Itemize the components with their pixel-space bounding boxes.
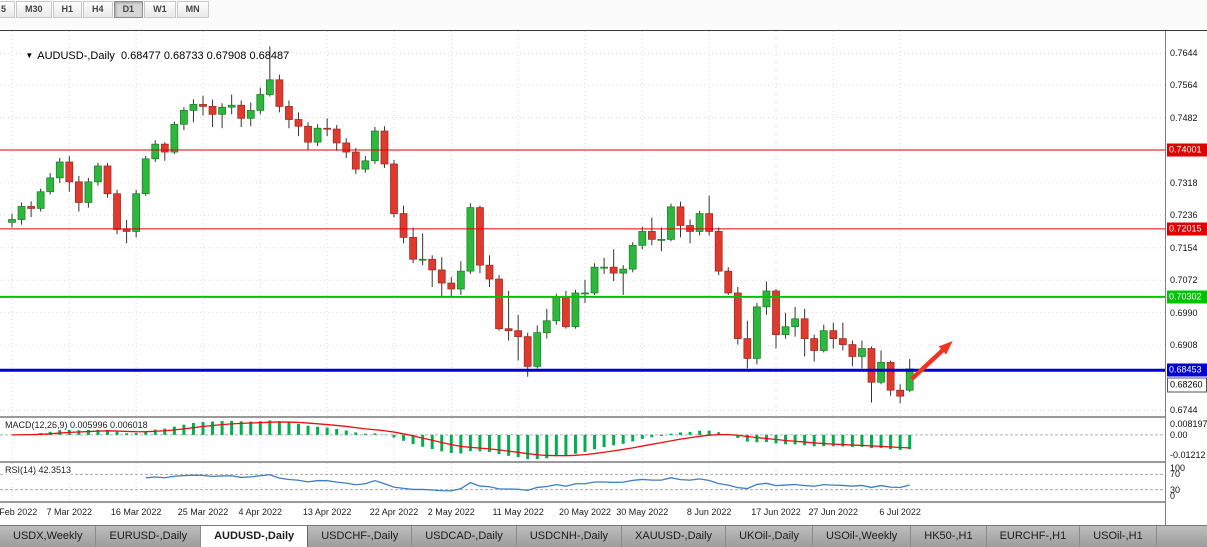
panel-splitter[interactable] [0, 416, 1207, 418]
date-tick: 22 Apr 2022 [369, 507, 419, 517]
candlestick-chart[interactable] [0, 31, 1165, 416]
price-tick: 0.7236 [1170, 210, 1198, 221]
price-level-badge: 0.70302 [1167, 290, 1207, 304]
chart-title: ▼ AUDUSD-,Daily 0.68477 0.68733 0.67908 0… [7, 38, 289, 74]
macd-panel[interactable] [0, 418, 1165, 460]
macd-axis-tick: 0.008197 [1170, 419, 1207, 429]
date-tick: 8 Jun 2022 [686, 507, 732, 517]
price-tick: 0.7072 [1170, 275, 1198, 286]
chart-window: ▼ AUDUSD-,Daily 0.68477 0.68733 0.67908 0… [0, 30, 1207, 526]
price-tick: 0.7482 [1170, 112, 1198, 123]
price-level-badge: 0.74001 [1167, 143, 1207, 157]
date-tick: 25 Feb 2022 [0, 507, 38, 517]
panel-splitter[interactable] [0, 461, 1207, 463]
date-tick: 2 May 2022 [427, 507, 475, 517]
period-button-mn[interactable]: MN [176, 1, 209, 18]
macd-axis-tick: 0.00 [1170, 429, 1188, 440]
chart-tab-ukoil-daily[interactable]: UKOil-,Daily [726, 526, 813, 547]
chart-tab-hk50-h1[interactable]: HK50-,H1 [911, 526, 987, 547]
timeframe-buttons: 5 M30 H1 H4 D1 W1 MN [0, 0, 1207, 18]
period-button-m30[interactable]: M30 [16, 1, 52, 18]
macd-axis-tick: -0.01212 [1170, 450, 1206, 460]
price-tick: 0.7564 [1170, 79, 1198, 90]
price-level-badge: 0.68453 [1167, 363, 1207, 377]
chart-tab-bar: USDX,Weekly EURUSD-,Daily AUDUSD-,Daily USD… [0, 525, 1207, 547]
price-tick: 0.6990 [1170, 307, 1198, 318]
date-tick: 17 Jun 2022 [751, 507, 801, 517]
date-tick: 6 Jul 2022 [879, 507, 921, 517]
period-button-w1[interactable]: W1 [144, 1, 176, 18]
date-tick: 16 Mar 2022 [110, 507, 162, 517]
chart-tab-usdcad-daily[interactable]: USDCAD-,Daily [412, 526, 517, 547]
period-button-d1[interactable]: D1 [113, 1, 144, 18]
time-axis[interactable]: 25 Feb 2022 7 Mar 2022 16 Mar 2022 25 Mar 2… [0, 503, 1165, 526]
price-tick: 0.6908 [1170, 340, 1198, 351]
period-button-h4[interactable]: H4 [83, 1, 113, 18]
chart-tab-eurchf-h1[interactable]: EURCHF-,H1 [987, 526, 1081, 547]
price-tick: 0.6744 [1170, 405, 1198, 416]
date-tick: 7 Mar 2022 [46, 507, 93, 517]
rsi-panel[interactable] [0, 463, 1165, 501]
chart-tab-xauusd-daily[interactable]: XAUUSD-,Daily [622, 526, 727, 547]
date-tick: 20 May 2022 [558, 507, 612, 517]
macd-label: MACD(12,26,9) 0.005996 0.006018 [5, 420, 148, 430]
chevron-down-icon: ▼ [25, 51, 34, 60]
timeframe-toolbar: 5 M30 H1 H4 D1 W1 MN [0, 0, 1207, 30]
chart-tab-usoil-h1[interactable]: USOil-,H1 [1080, 526, 1157, 547]
rsi-axis-tick: 30 [1170, 484, 1181, 495]
date-tick: 25 Mar 2022 [177, 507, 229, 517]
price-marker-badge: 0.68260 [1167, 377, 1207, 393]
chart-tab-usdchf-daily[interactable]: USDCHF-,Daily [308, 526, 413, 547]
chart-tab-audusd-daily[interactable]: AUDUSD-,Daily [201, 526, 309, 547]
chart-tab-eurusd-daily[interactable]: EURUSD-,Daily [96, 526, 202, 547]
date-tick: 30 May 2022 [616, 507, 669, 517]
chart-tab-usdcnh-daily[interactable]: USDCNH-,Daily [517, 526, 623, 547]
date-tick: 27 Jun 2022 [808, 507, 859, 517]
chart-title-text: AUDUSD-,Daily 0.68477 0.68733 0.67908 0.… [37, 50, 290, 62]
chart-tab-usdx-weekly[interactable]: USDX,Weekly [0, 526, 97, 547]
period-button-h1[interactable]: H1 [52, 1, 83, 18]
rsi-axis-tick: 0 [1170, 491, 1176, 501]
price-tick: 0.7644 [1170, 48, 1198, 59]
price-level-badge: 0.72015 [1167, 222, 1207, 236]
price-tick: 0.7318 [1170, 177, 1198, 188]
period-button-5[interactable]: 5 [0, 1, 16, 18]
chart-tab-usoil-weekly[interactable]: USOil-,Weekly [813, 526, 912, 547]
panel-splitter[interactable] [0, 501, 1207, 503]
rsi-axis-tick: 70 [1170, 469, 1181, 480]
rsi-axis-tick: 100 [1170, 463, 1186, 473]
date-tick: 11 May 2022 [492, 507, 544, 517]
price-axis[interactable]: 0.76440.75640.74820.74000.73180.72360.71… [1165, 31, 1207, 526]
date-tick: 4 Apr 2022 [238, 507, 283, 517]
date-tick: 13 Apr 2022 [302, 507, 352, 517]
rsi-label: RSI(14) 42.3513 [5, 465, 72, 475]
price-tick: 0.7154 [1170, 242, 1198, 253]
